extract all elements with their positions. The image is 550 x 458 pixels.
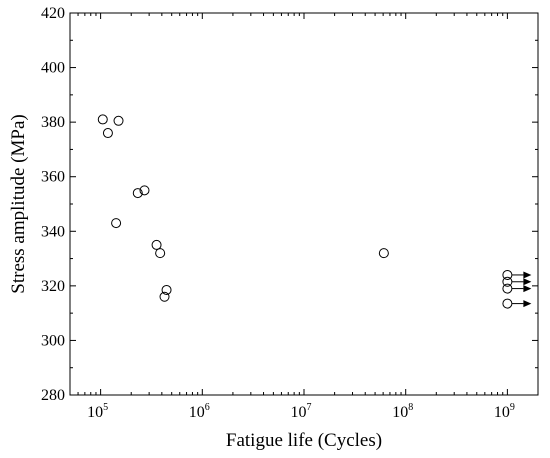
data-point — [139, 185, 150, 196]
x-tick-label: 107 — [291, 402, 312, 421]
y-tick-label: 360 — [41, 169, 65, 186]
y-tick-label: 420 — [41, 5, 65, 22]
runout-arrow-head — [523, 300, 532, 308]
y-tick-label: 320 — [41, 278, 65, 295]
x-axis-ticks: 105 106 107 108 109 — [69, 13, 539, 421]
data-point — [502, 283, 513, 294]
data-point — [97, 114, 108, 125]
y-tick-label: 380 — [41, 114, 65, 131]
x-tick-label: 106 — [189, 402, 210, 421]
data-point — [111, 218, 122, 229]
runout-arrow-head — [523, 278, 532, 286]
plot-frame — [69, 12, 539, 396]
x-tick-label: 108 — [392, 402, 413, 421]
data-points — [97, 114, 532, 309]
runout-arrow-head — [523, 285, 532, 293]
data-point — [132, 188, 143, 199]
data-point — [161, 284, 172, 295]
y-tick-label: 280 — [41, 387, 65, 404]
y-tick-label: 300 — [41, 332, 65, 349]
data-point — [113, 115, 124, 126]
data-point — [159, 291, 170, 302]
x-tick-label: 109 — [494, 402, 515, 421]
x-tick-label: 105 — [87, 402, 108, 421]
x-axis-title: Fatigue life (Cycles) — [226, 430, 382, 451]
y-tick-label: 400 — [41, 60, 65, 77]
runout-arrow-head — [523, 271, 532, 279]
y-tick-label: 340 — [41, 223, 65, 240]
data-point — [378, 248, 389, 259]
data-point — [151, 239, 162, 250]
data-point — [502, 298, 513, 309]
data-point — [102, 128, 113, 139]
data-point — [155, 248, 166, 259]
y-axis-ticks: 280 300 320 340 360 380 400 420 — [41, 5, 538, 404]
y-axis-title: Stress amplitude (MPa) — [8, 114, 29, 293]
